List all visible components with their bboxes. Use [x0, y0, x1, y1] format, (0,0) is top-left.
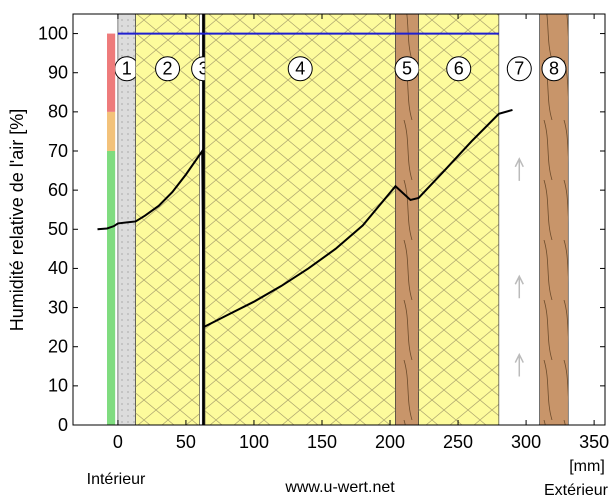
layer-label: 6	[454, 59, 464, 79]
y-axis-label: Humidité relative de l'air [%]	[7, 109, 27, 332]
x-tick-label: 100	[239, 432, 269, 452]
layer-label: 1	[122, 59, 132, 79]
y-tick-label: 0	[58, 415, 68, 435]
y-tick-label: 90	[48, 62, 68, 82]
y-tick-label: 60	[48, 180, 68, 200]
x-tick-label: 150	[307, 432, 337, 452]
layer-label: 7	[514, 59, 524, 79]
x-tick-label: 200	[375, 432, 405, 452]
x-tick-label: 0	[113, 432, 123, 452]
left-note: Intérieur	[87, 471, 146, 488]
y-tick-label: 100	[38, 23, 68, 43]
y-tick-label: 80	[48, 102, 68, 122]
chart: 12345678 Humidité relative de l'air [%] …	[0, 0, 616, 499]
y-tick-label: 30	[48, 297, 68, 317]
x-tick-label: 300	[511, 432, 541, 452]
y-tick-label: 50	[48, 219, 68, 239]
humidity-band	[107, 151, 115, 425]
x-unit: [mm]	[569, 458, 605, 475]
x-tick-label: 50	[176, 432, 196, 452]
x-tick-label: 350	[579, 432, 609, 452]
y-tick-label: 20	[48, 336, 68, 356]
right-note: Extérieur	[544, 482, 609, 499]
y-tick-label: 70	[48, 141, 68, 161]
humidity-band	[107, 34, 115, 112]
humidity-band	[107, 112, 115, 151]
layer-label: 2	[163, 59, 173, 79]
layer-label: 8	[549, 59, 559, 79]
x-tick-label: 250	[443, 432, 473, 452]
layer-label: 4	[295, 59, 305, 79]
footer: www.u-wert.net	[284, 479, 395, 496]
layer-label: 5	[402, 59, 412, 79]
y-tick-label: 40	[48, 258, 68, 278]
y-tick-label: 10	[48, 376, 68, 396]
